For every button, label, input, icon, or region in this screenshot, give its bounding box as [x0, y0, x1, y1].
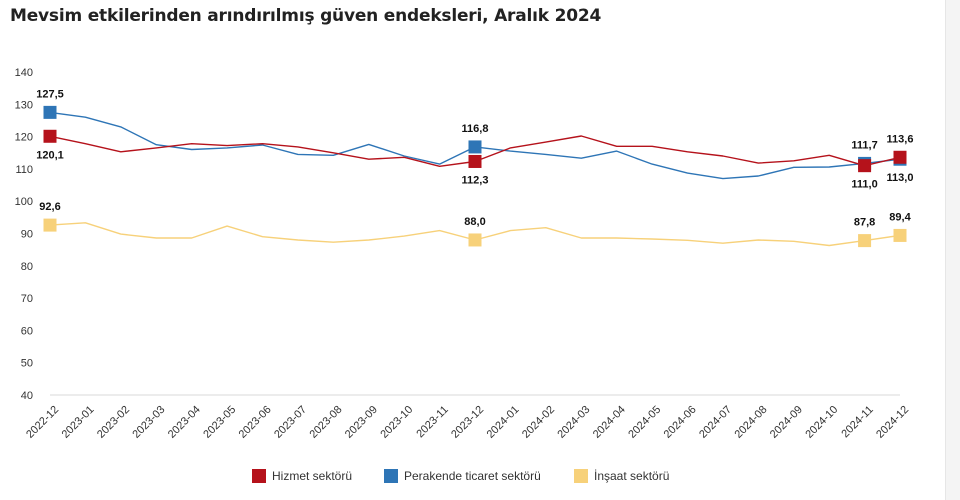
- data-point-marker: [43, 105, 57, 119]
- data-point-marker: [893, 228, 907, 242]
- x-tick-label: 2024-12: [874, 404, 911, 441]
- data-label: 116,8: [462, 123, 489, 135]
- x-tick-label: 2023-12: [449, 404, 486, 441]
- x-tick-label: 2022-12: [24, 404, 61, 441]
- x-tick-label: 2023-01: [60, 404, 97, 441]
- x-tick-label: 2023-02: [95, 404, 132, 441]
- y-tick-label: 120: [15, 132, 33, 144]
- x-tick-label: 2024-01: [485, 404, 522, 441]
- x-tick-label: 2023-11: [414, 404, 450, 440]
- x-tick-label: 2024-02: [520, 404, 557, 441]
- data-label: 92,6: [39, 201, 60, 213]
- data-point-marker: [468, 154, 482, 168]
- y-tick-label: 110: [15, 164, 33, 176]
- data-labels: 92,6 88,0 87,8 89,4 127,5 116,8 111,7 113,0 120,…: [36, 88, 913, 228]
- data-point-marker: [43, 129, 57, 143]
- x-tick-label: 2024-08: [733, 404, 770, 441]
- series-markers: [43, 105, 907, 248]
- x-tick-label: 2023-07: [272, 404, 309, 441]
- x-tick-label: 2023-03: [130, 404, 167, 441]
- x-tick-label: 2024-03: [555, 404, 592, 441]
- y-tick-label: 130: [15, 99, 33, 111]
- x-tick-label: 2024-07: [697, 404, 734, 441]
- data-label: 88,0: [464, 216, 485, 228]
- data-point-marker: [858, 234, 872, 248]
- y-tick-label: 80: [21, 261, 33, 273]
- x-tick-label: 2023-06: [237, 404, 274, 441]
- y-tick-label: 140: [15, 67, 33, 79]
- y-tick-label: 60: [21, 325, 33, 337]
- x-tick-label: 2023-10: [378, 404, 415, 441]
- data-point-marker: [468, 140, 482, 154]
- legend: Hizmet sektörü Perakende ticaret sektörü İ…: [252, 469, 669, 483]
- data-point-marker: [858, 159, 872, 173]
- data-label: 113,0: [887, 172, 914, 184]
- legend-label[interactable]: Perakende ticaret sektörü: [404, 469, 541, 483]
- y-tick-label: 90: [21, 229, 33, 241]
- data-label: 89,4: [889, 211, 911, 223]
- data-label: 111,7: [851, 139, 877, 151]
- x-tick-label: 2023-04: [166, 404, 203, 441]
- data-label: 111,0: [851, 179, 877, 191]
- data-label: 87,8: [854, 217, 875, 229]
- x-tick-label: 2023-05: [201, 404, 238, 441]
- legend-label[interactable]: İnşaat sektörü: [594, 469, 669, 483]
- y-tick-label: 40: [21, 390, 33, 402]
- data-label: 127,5: [36, 88, 64, 100]
- y-tick-label: 50: [21, 358, 33, 370]
- legend-swatch: [252, 469, 266, 483]
- legend-label[interactable]: Hizmet sektörü: [272, 469, 352, 483]
- data-point-marker: [893, 150, 907, 164]
- y-tick-label: 100: [15, 196, 33, 208]
- x-tick-label: 2023-08: [308, 404, 345, 441]
- x-tick-label: 2024-06: [662, 404, 699, 441]
- data-point-marker: [43, 218, 57, 232]
- x-tick-label: 2023-09: [343, 404, 380, 441]
- chart-title: Mevsim etkilerinden arındırılmış güven e…: [10, 6, 602, 26]
- x-tick-label: 2024-10: [803, 404, 840, 441]
- legend-swatch: [574, 469, 588, 483]
- x-tick-label: 2024-09: [768, 404, 805, 441]
- x-tick-label: 2024-04: [591, 404, 628, 441]
- data-label: 112,3: [462, 174, 489, 186]
- x-axis: 2022-122023-012023-022023-032023-042023-…: [24, 394, 911, 441]
- y-tick-label: 70: [21, 293, 33, 305]
- x-tick-label: 2024-11: [839, 404, 875, 440]
- scrollbar-track[interactable]: [945, 0, 960, 500]
- y-axis: 40 50 60 70 80 90 100 110 120 130 140: [15, 67, 33, 402]
- x-tick-label: 2024-05: [626, 404, 663, 441]
- data-label: 120,1: [36, 149, 64, 161]
- legend-swatch: [384, 469, 398, 483]
- data-point-marker: [468, 233, 482, 247]
- data-label: 113,6: [887, 133, 914, 145]
